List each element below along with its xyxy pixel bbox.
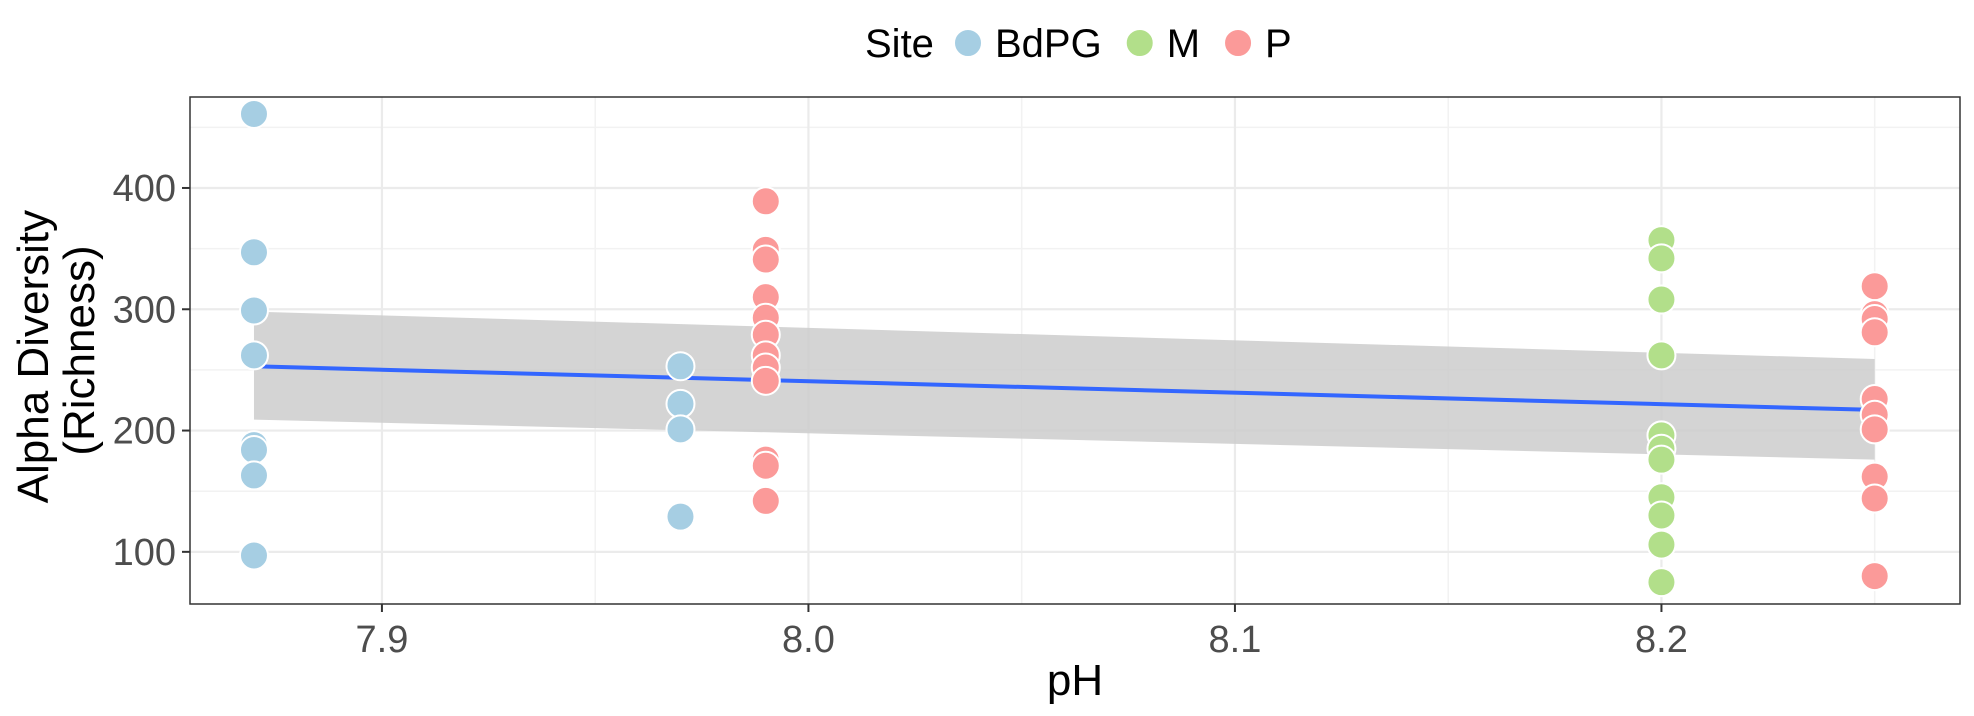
legend: Site BdPG M P (865, 22, 1292, 66)
y-axis-title: Alpha Diversity (Richness) (9, 198, 104, 504)
data-point-bdpg (238, 295, 269, 326)
x-tick-label: 7.9 (356, 619, 409, 661)
confidence-ribbon-layer (253, 311, 1875, 460)
data-point-m (1646, 529, 1677, 560)
data-point-p (750, 244, 781, 275)
data-point-bdpg (238, 540, 269, 571)
data-point-p (1859, 483, 1890, 514)
fit-line (253, 364, 1875, 412)
legend-label-bdpg: BdPG (995, 22, 1102, 66)
legend-title: Site (865, 22, 934, 66)
data-point-m (1646, 243, 1677, 274)
data-point-bdpg (238, 434, 269, 465)
legend-key-m (1124, 28, 1155, 58)
x-tick-label: 8.0 (782, 619, 835, 661)
y-axis-title-line-2: (Richness) (55, 245, 104, 455)
y-axis-ticks: 100 200 300 400 (113, 168, 190, 574)
data-point-m (1646, 500, 1677, 531)
legend-label-m: M (1167, 22, 1200, 66)
y-axis-title-line-1: Alpha Diversity (9, 210, 58, 503)
confidence-ribbon (253, 311, 1875, 460)
data-point-bdpg (238, 237, 269, 268)
data-point-m (1646, 444, 1677, 475)
data-point-m (1646, 567, 1677, 598)
y-tick-label: 400 (113, 168, 176, 210)
x-axis-title: pH (1047, 656, 1103, 705)
x-tick-label: 8.1 (1209, 619, 1262, 661)
legend-key-bdpg (953, 28, 983, 58)
data-point-bdpg (665, 414, 696, 445)
x-axis-ticks: 7.9 8.0 8.1 8.2 (356, 604, 1688, 661)
y-tick-label: 300 (113, 289, 176, 331)
data-point-p (750, 186, 781, 217)
y-tick-label: 100 (113, 532, 176, 574)
data-point-m (1646, 284, 1677, 315)
data-point-p (1859, 414, 1890, 445)
data-point-p (1859, 317, 1890, 348)
data-point-p (750, 365, 781, 396)
data-point-bdpg (238, 340, 269, 371)
legend-key-p (1223, 28, 1254, 58)
y-tick-label: 200 (113, 411, 176, 453)
data-point-m (1646, 340, 1677, 371)
data-point-p (750, 485, 781, 516)
points-layer (238, 98, 1890, 598)
x-tick-label: 8.2 (1635, 619, 1688, 661)
data-point-p (750, 450, 781, 481)
data-point-p (1859, 271, 1890, 302)
data-point-p (1859, 561, 1890, 592)
data-point-bdpg (238, 98, 269, 129)
fit-line-layer (253, 364, 1875, 412)
data-point-bdpg (665, 351, 696, 382)
data-point-bdpg (665, 388, 696, 419)
data-point-bdpg (238, 460, 269, 491)
legend-label-p: P (1265, 22, 1292, 66)
plot-panel-border (189, 96, 1961, 605)
data-point-bdpg (665, 501, 696, 532)
